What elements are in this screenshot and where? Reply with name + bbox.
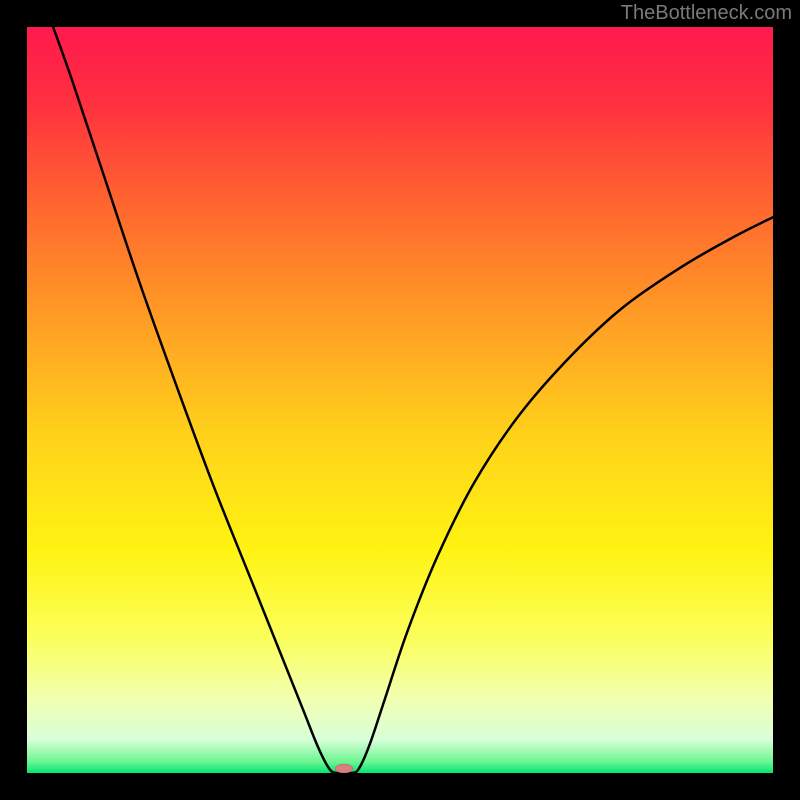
gradient-background <box>27 27 773 773</box>
watermark-text: TheBottleneck.com <box>621 2 792 25</box>
plot-area <box>27 27 773 773</box>
bottleneck-curve-chart <box>27 27 773 773</box>
chart-container: TheBottleneck.com <box>0 0 800 800</box>
optimum-marker <box>335 764 353 773</box>
